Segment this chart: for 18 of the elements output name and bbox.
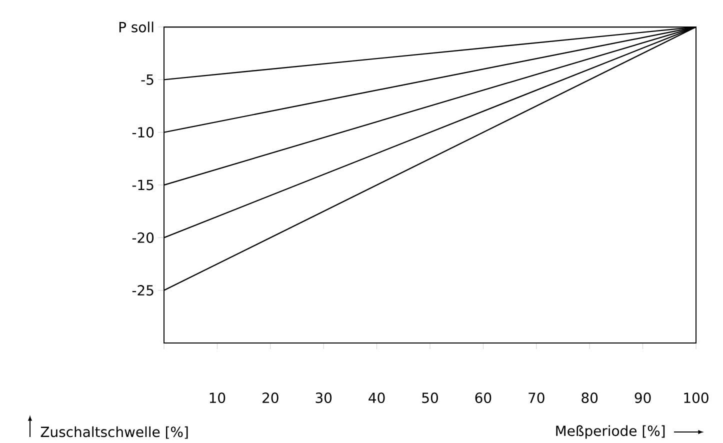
y-tick-label: -10 bbox=[132, 127, 154, 138]
x-tick-label: 40 bbox=[368, 392, 385, 404]
y-tick-label: -25 bbox=[132, 285, 154, 296]
x-axis-title: Meßperiode [%] bbox=[556, 425, 665, 439]
x-tick-label: 80 bbox=[582, 392, 598, 404]
x-tick-label: 90 bbox=[634, 392, 651, 404]
y-tick-label: -5 bbox=[141, 74, 154, 85]
x-tick-label: 100 bbox=[684, 392, 708, 404]
x-tick-label: 20 bbox=[262, 392, 278, 404]
y-tick-label: -15 bbox=[132, 180, 154, 190]
x-tick-label: 30 bbox=[316, 392, 332, 404]
x-tick-label: 70 bbox=[528, 392, 544, 404]
x-tick-label: 10 bbox=[210, 392, 226, 404]
y-axis-title: Zuschaltschwelle [%] bbox=[40, 426, 188, 439]
x-tick-label: 50 bbox=[422, 392, 438, 404]
y-tick-label: P soll bbox=[119, 22, 154, 32]
y-tick-label: -20 bbox=[132, 232, 154, 243]
x-tick-label: 60 bbox=[475, 392, 492, 404]
